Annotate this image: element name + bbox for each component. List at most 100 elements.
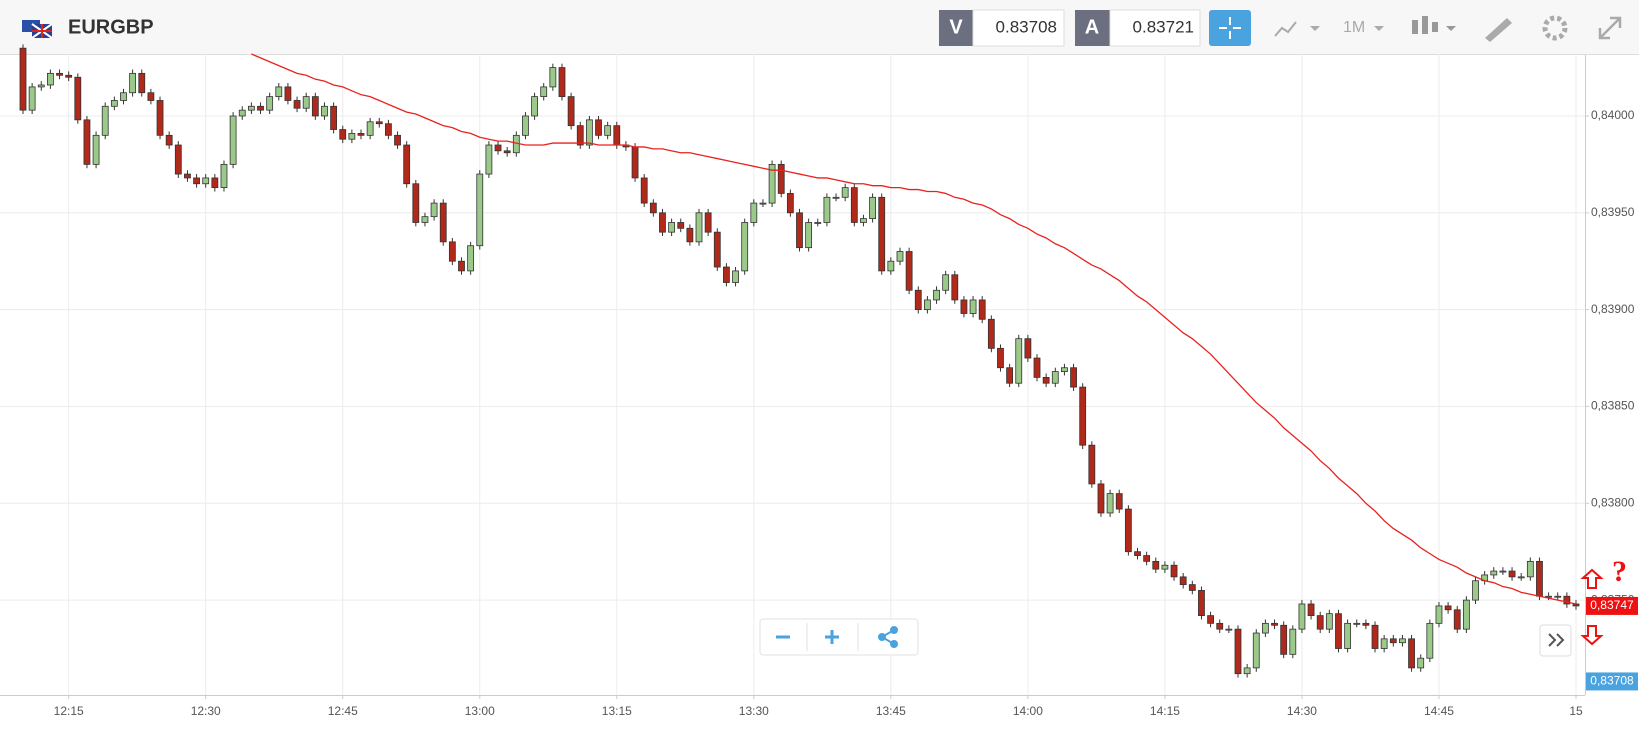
fullscreen-button[interactable] [1598, 16, 1622, 40]
candle-body [786, 193, 794, 214]
bid-price: 0.83708 [996, 17, 1057, 36]
bid-button[interactable] [939, 10, 973, 46]
plot: 0,837500,838000,838500,839000,839500,840… [0, 44, 1635, 718]
candle-body [1097, 483, 1105, 514]
candle-body [394, 134, 401, 146]
candle-body [467, 245, 475, 272]
candle-body [604, 125, 612, 136]
x-tick-label: 12:30 [191, 704, 221, 718]
zoom-controls [759, 618, 919, 656]
candle-body [1408, 638, 1415, 669]
candle-body [1188, 584, 1196, 591]
ask-button[interactable] [1075, 10, 1110, 46]
candle-body [83, 119, 91, 165]
candle-body [942, 274, 950, 291]
x-tick-label: 13:30 [739, 704, 769, 718]
candle-body [613, 125, 621, 146]
settings-button[interactable] [1542, 15, 1568, 41]
candle-body [403, 144, 411, 185]
candle-body [595, 119, 602, 136]
candle-body [1417, 657, 1425, 669]
candle-body [631, 146, 639, 179]
candle-body [905, 251, 913, 291]
share[interactable] [878, 626, 898, 648]
candle-body [1316, 615, 1324, 630]
candle-body [494, 144, 502, 152]
candle-body [1143, 555, 1151, 562]
price-tag-label: 0,83708 [1590, 674, 1634, 688]
candle-body [229, 115, 237, 165]
moving-average [251, 53, 1577, 605]
candle-body [805, 222, 813, 249]
candle-body [211, 177, 219, 189]
candle-body [1262, 622, 1269, 634]
candle-body [1134, 551, 1141, 556]
candle-body [1179, 576, 1187, 586]
candle-body [723, 266, 730, 283]
candle-body [522, 115, 529, 136]
candle-body [47, 72, 54, 86]
x-tick-label: 12:15 [54, 704, 84, 718]
candle-body [476, 173, 484, 247]
candle-body [257, 105, 264, 111]
candle-body [129, 72, 137, 94]
candle-body [147, 92, 155, 101]
candle-body [430, 202, 438, 218]
candle-body [860, 218, 867, 223]
price-tag [1586, 672, 1638, 691]
candle-body [1079, 386, 1087, 446]
bid-label: V [949, 16, 963, 38]
candle-body [1280, 624, 1288, 655]
candle-body [485, 144, 493, 175]
candle-body [1115, 493, 1123, 510]
candle-body [1444, 605, 1452, 611]
up-arrow [1580, 568, 1604, 589]
candle-body [1024, 338, 1032, 359]
scroll-right[interactable] [1539, 624, 1572, 657]
timeframe[interactable]: 1M [1343, 19, 1365, 36]
candle-body [1042, 377, 1050, 384]
candle-body [1006, 367, 1014, 384]
candle-body [997, 347, 1004, 369]
candle-body [686, 227, 694, 243]
price-tag [1586, 596, 1638, 615]
candle-body [1490, 570, 1498, 576]
candle-body [448, 241, 456, 262]
candle-body [284, 86, 292, 101]
candle-body [74, 76, 82, 121]
y-tick-label: 0,83950 [1591, 205, 1635, 219]
candle-body [1554, 595, 1562, 598]
candle-body [750, 202, 758, 223]
candle-body [1015, 338, 1023, 384]
candle-body [1472, 580, 1479, 601]
chart-type-button[interactable] [1274, 21, 1320, 37]
crosshair-button[interactable] [1209, 10, 1251, 46]
candle-style-button[interactable] [1412, 16, 1456, 34]
down-arrow [1580, 625, 1604, 646]
candle-body [266, 96, 274, 111]
candle-body [202, 177, 210, 185]
candle-body [1198, 590, 1205, 617]
draw-button[interactable] [1485, 18, 1512, 42]
y-tick-label: 0,83900 [1591, 302, 1635, 316]
candle-body [978, 299, 986, 320]
candle-body [1344, 622, 1352, 649]
candle-body [247, 105, 255, 111]
x-tick-label: 13:15 [602, 704, 632, 718]
candle-body [1124, 508, 1132, 553]
candle-body [887, 260, 895, 272]
candle-body [649, 202, 657, 214]
candle-body [1435, 605, 1443, 624]
candle-body [311, 96, 319, 117]
candle-body [1371, 624, 1379, 649]
candle-body [1517, 576, 1525, 579]
x-tick-label: 15 [1569, 704, 1583, 718]
candle-body [576, 125, 584, 146]
ask-label: A [1085, 16, 1099, 38]
zoom-in[interactable] [825, 630, 839, 644]
candle-body [375, 121, 383, 125]
candle-body [357, 132, 365, 136]
candle-body [814, 222, 822, 224]
candle-body [951, 274, 959, 301]
